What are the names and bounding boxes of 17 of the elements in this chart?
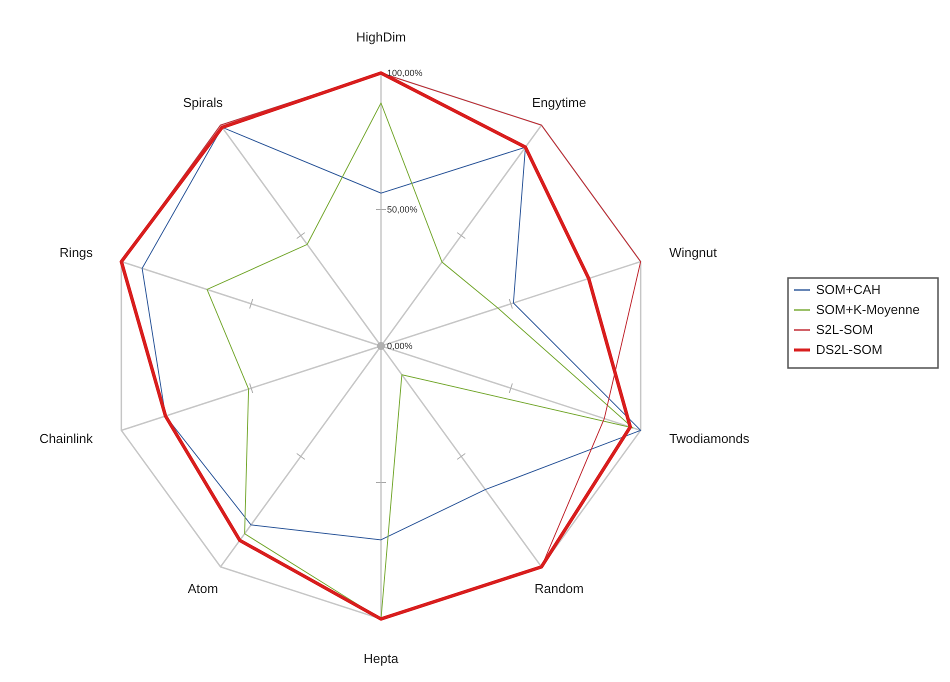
- spoke-label: Rings: [60, 245, 94, 260]
- legend-label: SOM+K-Moyenne: [816, 302, 920, 317]
- spoke-label: Atom: [188, 580, 218, 596]
- spoke-label: HighDim: [356, 30, 406, 45]
- spoke-label: Random: [534, 580, 584, 596]
- spoke-label: Spirals: [183, 95, 224, 110]
- y-tick-label: 0,00%: [387, 341, 413, 351]
- y-tick-label: 100,00%: [387, 68, 423, 78]
- legend-label: SOM+CAH: [816, 282, 881, 297]
- spoke-label: Hepta: [364, 651, 400, 666]
- legend-label: DS2L-SOM: [816, 342, 882, 357]
- spoke-label: Wingnut: [669, 245, 718, 260]
- spoke-label: Chainlink: [39, 430, 94, 446]
- spoke-label: Twodiamonds: [669, 430, 750, 446]
- legend-label: S2L-SOM: [816, 322, 874, 337]
- spoke-label: Engytime: [532, 95, 586, 110]
- y-tick-label: 50,00%: [387, 204, 418, 214]
